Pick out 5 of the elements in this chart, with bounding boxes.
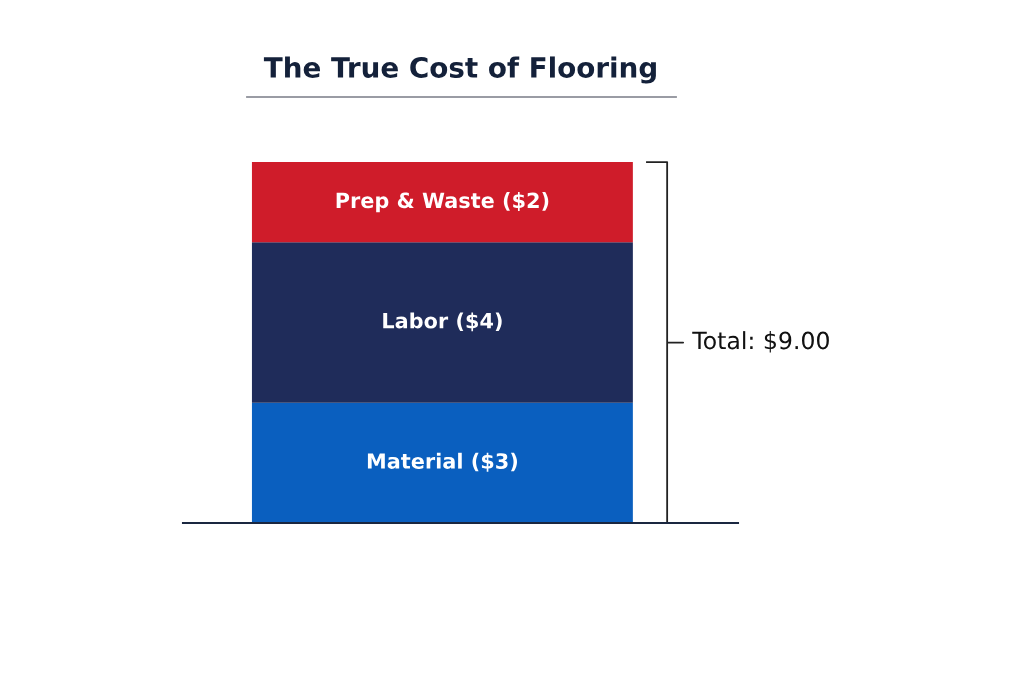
data-label: Labor ($4) xyxy=(383,312,502,332)
total-label: Total: $9.00 xyxy=(692,331,829,353)
chart-title: The True Cost of Flooring xyxy=(263,56,656,84)
data-label: Prep & Waste ($2) xyxy=(336,192,549,213)
data-label: Material ($3) xyxy=(367,452,518,472)
